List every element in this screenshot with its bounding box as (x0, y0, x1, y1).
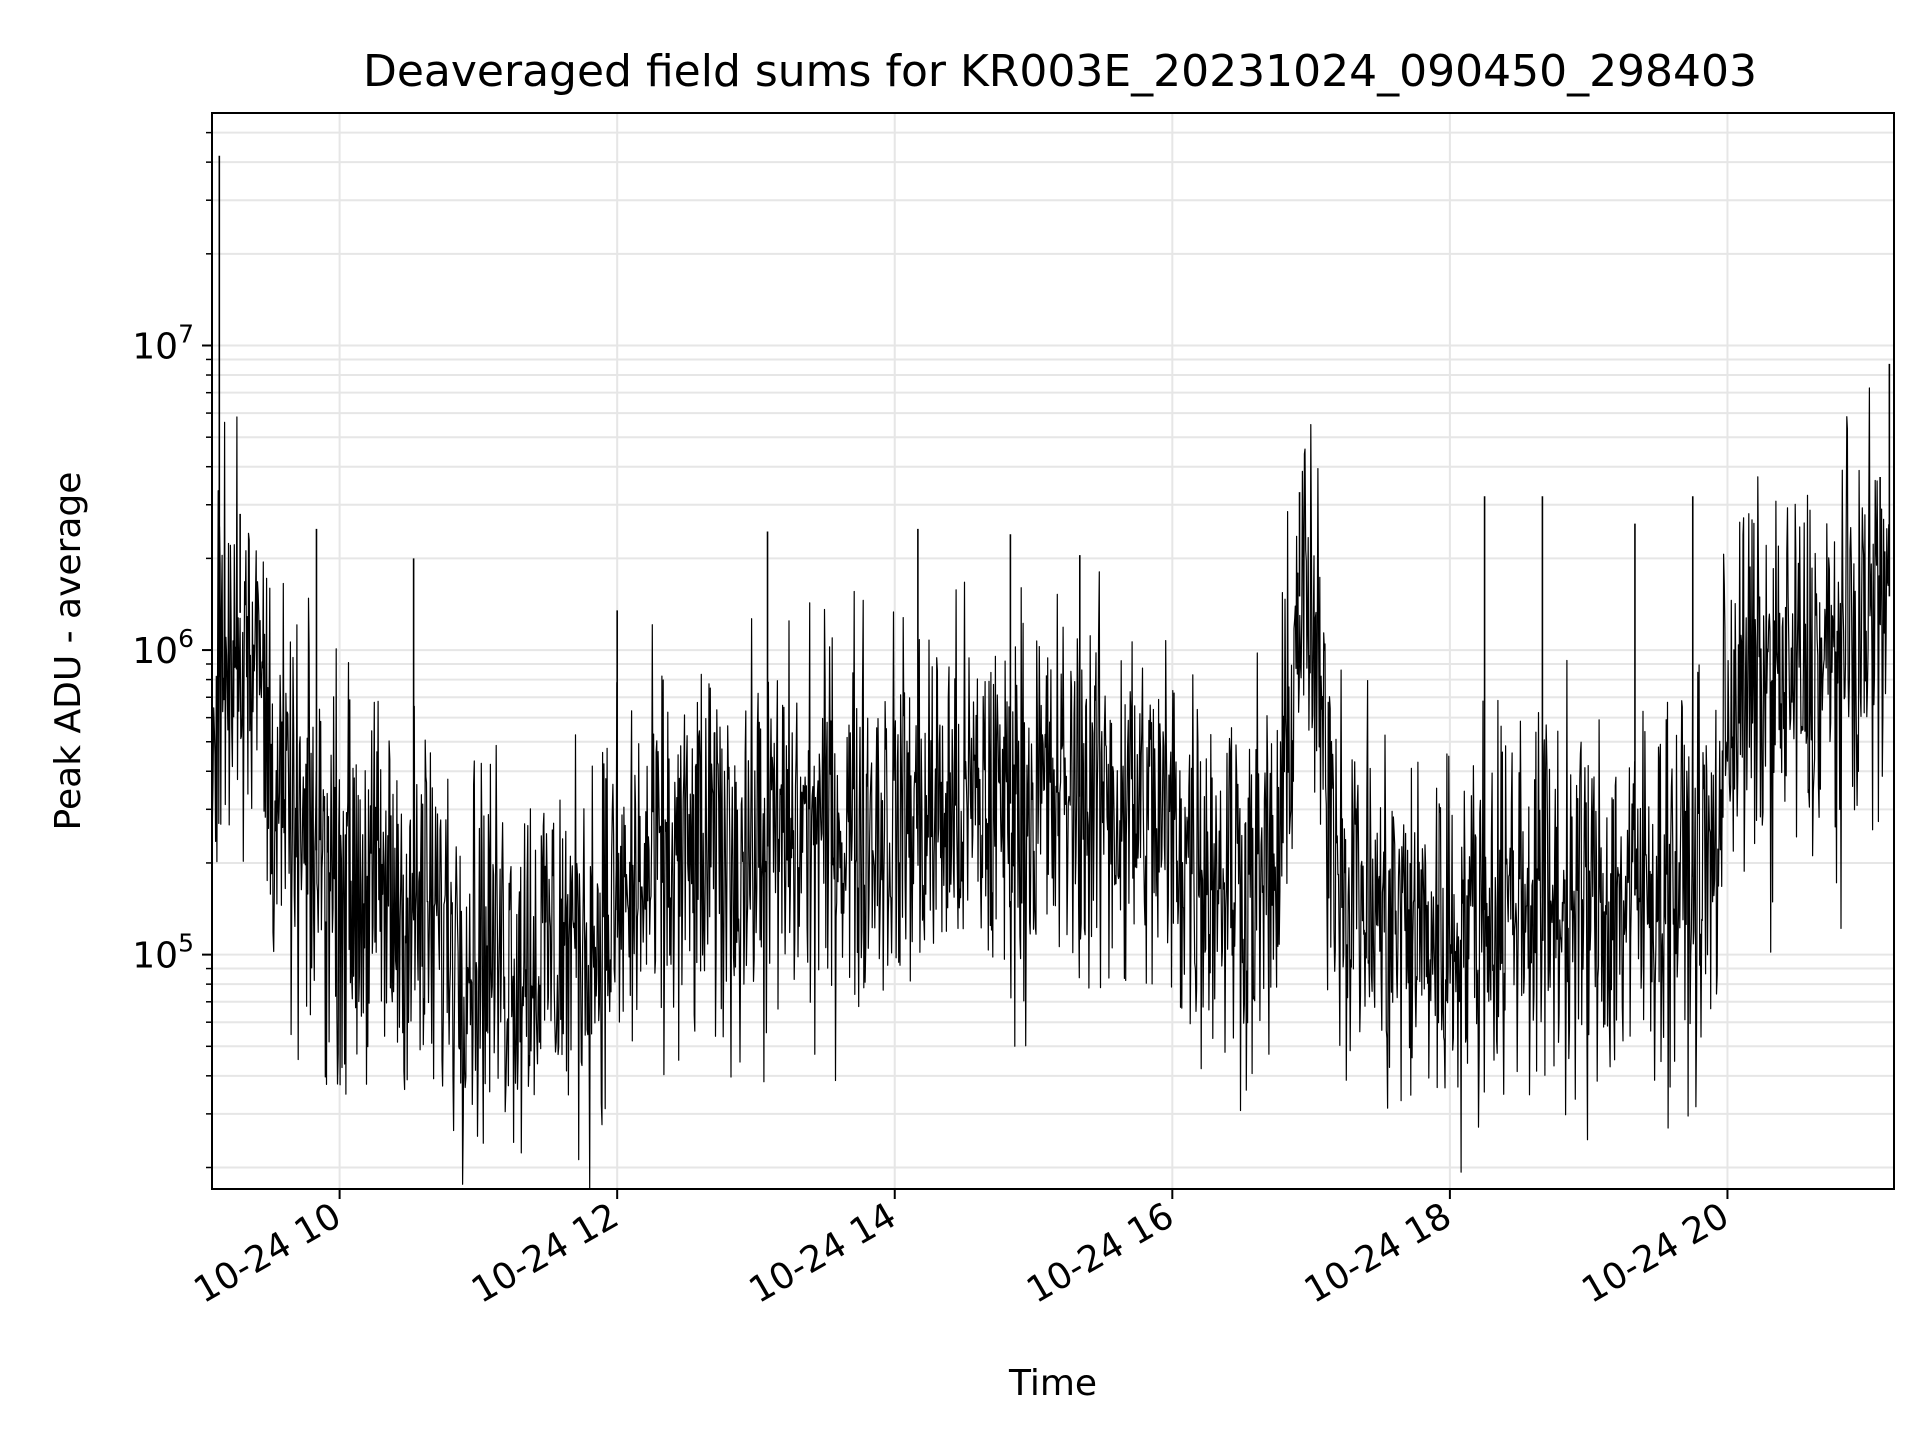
y-tick-label: 107 (132, 320, 194, 368)
chart-title: Deaveraged field sums for KR003E_2023102… (363, 46, 1757, 97)
x-axis-label: Time (1008, 1363, 1097, 1404)
y-tick-label: 105 (132, 929, 194, 977)
y-axis-label: Peak ADU - average (48, 472, 89, 831)
y-tick-label: 106 (132, 624, 194, 672)
y-axis: 105 106 107 (132, 131, 212, 1169)
series-line (211, 387, 1890, 1190)
data-layer (211, 155, 1891, 1190)
